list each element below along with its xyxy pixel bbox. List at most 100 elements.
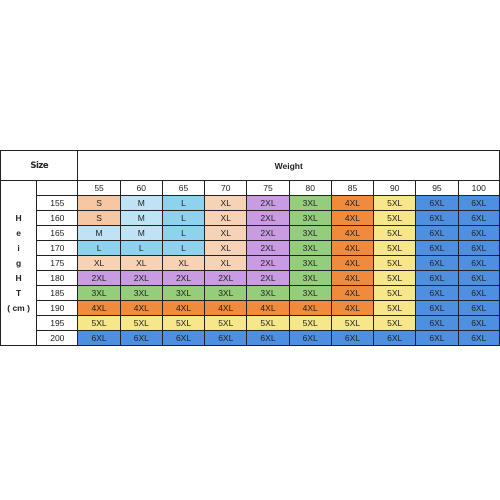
size-cell: L bbox=[161, 210, 206, 226]
size-cell: 3XL bbox=[77, 285, 121, 301]
size-cell: 6XL bbox=[457, 240, 500, 256]
size-cell: S bbox=[77, 210, 121, 226]
size-cell: 3XL bbox=[288, 270, 332, 286]
size-title: Size bbox=[0, 150, 79, 181]
size-cell: 6XL bbox=[119, 330, 163, 346]
size-cell: 6XL bbox=[415, 225, 459, 241]
size-cell: 4XL bbox=[330, 270, 375, 286]
size-cell: 2XL bbox=[77, 270, 121, 286]
size-cell: L bbox=[161, 195, 206, 211]
height-value: 175 bbox=[36, 255, 79, 271]
size-cell: XL bbox=[119, 255, 163, 271]
weight-value: 95 bbox=[415, 180, 459, 196]
size-cell: M bbox=[119, 225, 163, 241]
table-row: 170 L L L XL 2XL 3XL 4XL 5XL 6XL 6XL bbox=[1, 240, 500, 256]
size-cell: 2XL bbox=[246, 195, 290, 211]
size-cell: 4XL bbox=[246, 300, 290, 316]
height-value: 170 bbox=[36, 240, 79, 256]
size-cell: 4XL bbox=[330, 225, 375, 241]
size-cell: 3XL bbox=[288, 210, 332, 226]
size-cell: 6XL bbox=[457, 330, 500, 346]
height-label-line: g bbox=[16, 257, 22, 268]
size-cell: 5XL bbox=[204, 315, 248, 331]
size-cell: 6XL bbox=[457, 225, 500, 241]
size-cell: 2XL bbox=[246, 240, 290, 256]
size-cell: 6XL bbox=[457, 210, 500, 226]
table-row: 155 S M L XL 2XL 3XL 4XL 5XL 6XL 6XL bbox=[1, 195, 500, 211]
size-cell: 6XL bbox=[457, 285, 500, 301]
size-cell: 5XL bbox=[330, 315, 375, 331]
size-cell: 4XL bbox=[161, 300, 206, 316]
size-cell: 6XL bbox=[246, 330, 290, 346]
weight-value: 100 bbox=[457, 180, 500, 196]
height-value: 185 bbox=[36, 285, 79, 301]
size-cell: 2XL bbox=[204, 270, 248, 286]
size-cell: 6XL bbox=[373, 330, 417, 346]
size-cell: 6XL bbox=[77, 330, 121, 346]
title-row: Size Weight bbox=[0, 150, 500, 181]
size-cell: XL bbox=[77, 255, 121, 271]
size-cell: 6XL bbox=[415, 195, 459, 211]
size-cell: XL bbox=[204, 255, 248, 271]
size-cell: M bbox=[119, 195, 163, 211]
height-value: 160 bbox=[36, 210, 79, 226]
height-label-line: ( cm ) bbox=[7, 302, 30, 313]
table-row: 180 2XL 2XL 2XL 2XL 2XL 3XL 4XL 5XL 6XL 6XL bbox=[1, 270, 500, 286]
size-cell: XL bbox=[204, 210, 248, 226]
size-cell: 5XL bbox=[373, 300, 417, 316]
weight-value: 60 bbox=[119, 180, 163, 196]
size-cell: 5XL bbox=[373, 315, 417, 331]
size-cell: 4XL bbox=[204, 300, 248, 316]
height-label-line: H bbox=[15, 272, 22, 283]
size-cell: 5XL bbox=[161, 315, 206, 331]
size-cell: 4XL bbox=[330, 285, 375, 301]
height-label-line: e bbox=[16, 227, 21, 238]
size-cell: XL bbox=[204, 240, 248, 256]
size-cell: 4XL bbox=[330, 240, 375, 256]
weight-value: 70 bbox=[204, 180, 248, 196]
size-cell: 2XL bbox=[119, 270, 163, 286]
weight-value: 65 bbox=[161, 180, 206, 196]
size-cell: 6XL bbox=[457, 270, 500, 286]
height-value: 200 bbox=[36, 330, 79, 346]
size-cell: 5XL bbox=[373, 240, 417, 256]
size-cell: 2XL bbox=[246, 255, 290, 271]
size-cell: 5XL bbox=[373, 285, 417, 301]
size-cell: 5XL bbox=[373, 225, 417, 241]
size-cell: 3XL bbox=[288, 255, 332, 271]
size-cell: 2XL bbox=[246, 225, 290, 241]
height-value: 190 bbox=[36, 300, 79, 316]
height-value: 180 bbox=[36, 270, 79, 286]
height-label-line: i bbox=[17, 242, 20, 253]
size-cell: 2XL bbox=[246, 210, 290, 226]
size-cell: 6XL bbox=[457, 315, 500, 331]
size-cell: 4XL bbox=[77, 300, 121, 316]
size-cell: XL bbox=[204, 225, 248, 241]
size-cell: L bbox=[161, 240, 206, 256]
size-cell: 6XL bbox=[457, 195, 500, 211]
size-cell: 2XL bbox=[161, 270, 206, 286]
size-cell: 6XL bbox=[288, 330, 332, 346]
size-cell: 4XL bbox=[330, 210, 375, 226]
size-cell: 6XL bbox=[415, 240, 459, 256]
size-cell: XL bbox=[204, 195, 248, 211]
size-cell: 6XL bbox=[415, 330, 459, 346]
table-row: 165 M M L XL 2XL 3XL 4XL 5XL 6XL 6XL bbox=[1, 225, 500, 241]
size-cell: 3XL bbox=[288, 195, 332, 211]
table-row: 185 3XL 3XL 3XL 3XL 3XL 3XL 4XL 5XL 6XL 6XL bbox=[1, 285, 500, 301]
weight-value: 55 bbox=[77, 180, 121, 196]
size-cell: 3XL bbox=[288, 240, 332, 256]
size-cell: 2XL bbox=[246, 270, 290, 286]
weight-label: Weight bbox=[77, 150, 500, 181]
size-cell: 4XL bbox=[288, 300, 332, 316]
table-row: 200 6XL 6XL 6XL 6XL 6XL 6XL 6XL 6XL 6XL 6XL bbox=[1, 330, 500, 346]
size-cell: 6XL bbox=[204, 330, 248, 346]
height-value: 155 bbox=[36, 195, 79, 211]
size-cell: XL bbox=[161, 255, 206, 271]
size-cell: 3XL bbox=[288, 225, 332, 241]
table-row: 160 S M L XL 2XL 3XL 4XL 5XL 6XL 6XL bbox=[1, 210, 500, 226]
size-cell: 3XL bbox=[119, 285, 163, 301]
size-cell: 6XL bbox=[415, 210, 459, 226]
